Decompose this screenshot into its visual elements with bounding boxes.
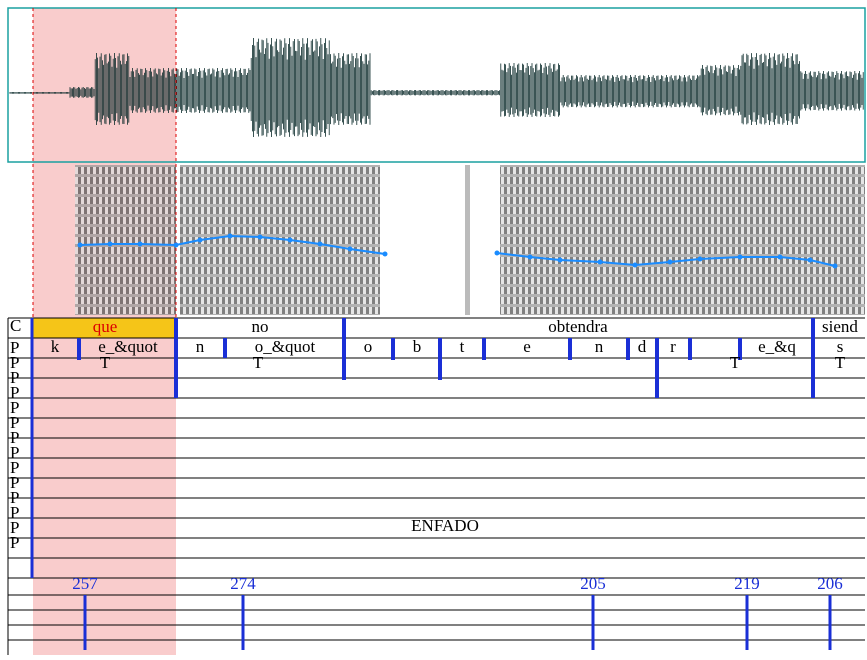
pitch-point	[598, 260, 603, 265]
spectrogram-band	[680, 165, 835, 315]
row-label: P	[10, 533, 19, 552]
phone-label: o_&quot	[255, 337, 316, 356]
pitch-point	[558, 258, 563, 263]
pitch-label: 205	[580, 574, 606, 593]
emotion-label: ENFADO	[411, 516, 479, 535]
phone-label: n	[595, 337, 604, 356]
row-label: C	[10, 316, 21, 335]
word-label: que	[93, 317, 118, 336]
phone-label: t	[460, 337, 465, 356]
phone-label: r	[670, 337, 676, 356]
phone-label: d	[638, 337, 647, 356]
pitch-point	[808, 258, 813, 263]
spectrogram	[75, 165, 865, 315]
phone-label: n	[196, 337, 205, 356]
pitch-label: 219	[734, 574, 760, 593]
pitch-point	[833, 264, 838, 269]
pitch-point	[174, 243, 179, 248]
word-label: obtendra	[548, 317, 608, 336]
spectrogram-band	[600, 165, 680, 315]
pitch-point	[668, 260, 673, 265]
phone-label: k	[51, 337, 60, 356]
pitch-point	[383, 252, 388, 257]
spectrogram-band	[465, 165, 470, 315]
word-label: siend	[822, 317, 858, 336]
pitch-point	[633, 263, 638, 268]
pitch-label: 274	[230, 574, 256, 593]
pitch-point	[78, 243, 83, 248]
spectrogram-band	[75, 165, 176, 315]
pitch-point	[495, 251, 500, 256]
pitch-point	[778, 255, 783, 260]
phone-label: b	[413, 337, 422, 356]
spectrogram-band	[500, 165, 600, 315]
pitch-point	[198, 238, 203, 243]
pitch-label: 206	[817, 574, 843, 593]
pitch-point	[288, 238, 293, 243]
phone-label: o	[364, 337, 373, 356]
stress-mark: T	[835, 353, 846, 372]
stress-mark: T	[253, 353, 264, 372]
pitch-point	[228, 234, 233, 239]
stress-mark: T	[100, 353, 111, 372]
pitch-point	[698, 257, 703, 262]
phone-label: e_&q	[758, 337, 796, 356]
word-label: no	[252, 317, 269, 336]
annotation-window: ENFADO CPPPPPPPPPPPPPPquenoobtendrasiend…	[0, 0, 867, 655]
stress-mark: T	[730, 353, 741, 372]
pitch-point	[258, 235, 263, 240]
phone-label: e	[523, 337, 531, 356]
pitch-point	[738, 255, 743, 260]
pitch-point	[348, 247, 353, 252]
spectrogram-band	[835, 165, 865, 315]
pitch-point	[108, 242, 113, 247]
pitch-label: 257	[72, 574, 98, 593]
pitch-point	[528, 255, 533, 260]
pitch-point	[138, 242, 143, 247]
pitch-point	[318, 242, 323, 247]
